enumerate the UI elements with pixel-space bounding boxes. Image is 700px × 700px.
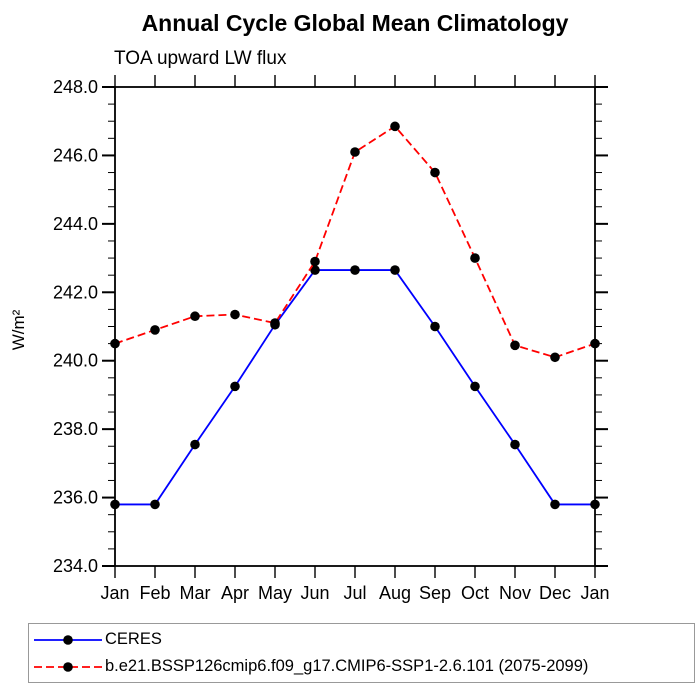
legend: CERES b.e21.BSSP126cmip6.f09_g17.CMIP6-S…	[28, 623, 695, 683]
legend-item-ceres: CERES	[32, 626, 694, 653]
y-tick-label: 244.0	[53, 214, 98, 234]
x-tick-label: Jul	[343, 583, 366, 603]
plot-area: 248.0 246.0 244.0 242.0 240.0 238.0 236.0 234.0…	[53, 75, 610, 603]
x-tick-label: May	[258, 583, 292, 603]
y-tick-label: 242.0	[53, 282, 98, 302]
axis-frame	[114, 86, 596, 567]
legend-label-model: b.e21.BSSP126cmip6.f09_g17.CMIP6-SSP1-2.…	[105, 657, 589, 675]
chart-subtitle: TOA upward LW flux	[114, 48, 287, 69]
y-tick-label: 238.0	[53, 419, 98, 439]
y-tick-label: 246.0	[53, 145, 98, 165]
y-tick-label: 236.0	[53, 488, 98, 508]
x-tick-label: Sep	[419, 583, 451, 603]
x-tick-label: Apr	[221, 583, 249, 603]
series-line-0	[115, 269, 595, 506]
x-tick-label: Aug	[379, 583, 411, 603]
legend-line-sample-ceres	[34, 634, 102, 645]
legend-label-ceres: CERES	[105, 630, 162, 648]
x-tick-label: Feb	[139, 583, 170, 603]
chart-title: Annual Cycle Global Mean Climatology	[141, 10, 569, 36]
y-tick-label: 248.0	[53, 77, 98, 97]
x-tick-label: Nov	[499, 583, 531, 603]
series-markers-1	[110, 121, 600, 363]
x-tick-label: Dec	[539, 583, 571, 603]
axis-tick-labels: 248.0 246.0 244.0 242.0 240.0 238.0 236.0 234.0…	[53, 77, 610, 603]
x-tick-label: Oct	[461, 583, 489, 603]
series-line-1	[114, 125, 596, 359]
legend-line-sample-model	[34, 661, 102, 672]
x-tick-label: Mar	[180, 583, 211, 603]
x-tick-label: Jun	[300, 583, 329, 603]
x-tick-label: Jan	[100, 583, 129, 603]
series-markers-0	[110, 265, 600, 510]
y-tick-label: 240.0	[53, 351, 98, 371]
x-tick-label: Jan	[580, 583, 609, 603]
legend-item-model: b.e21.BSSP126cmip6.f09_g17.CMIP6-SSP1-2.…	[32, 653, 694, 680]
y-tick-label: 234.0	[53, 556, 98, 576]
